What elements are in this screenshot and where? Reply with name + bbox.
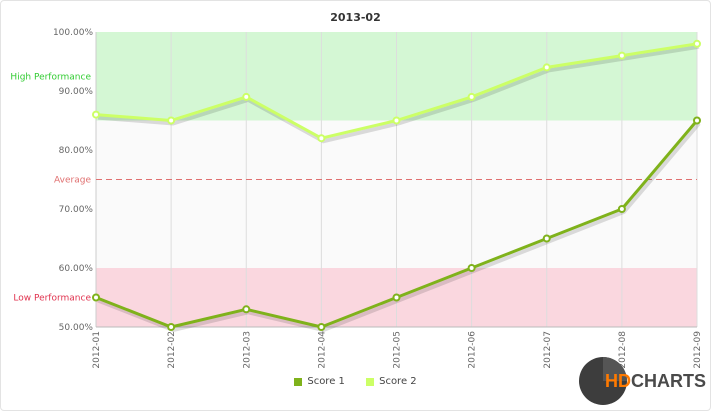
legend-item-score-2[interactable]: Score 2: [366, 376, 417, 387]
logo-charts-text: CHARTS: [631, 371, 706, 391]
band-labels: High Performance Low Performance: [10, 72, 91, 303]
data-point-series-1-0: [92, 293, 100, 302]
legend-swatch-score-2: [366, 377, 375, 386]
y-tick-label-5: 100.00%: [53, 28, 93, 38]
x-tick-label-2: 2012-03: [242, 331, 252, 369]
x-tick-label-6: 2012-07: [543, 331, 553, 369]
logo-hd-text: HD: [605, 371, 631, 391]
x-tick-label-5: 2012-06: [468, 331, 478, 369]
y-tick-label-2: 70.00%: [59, 205, 94, 215]
data-point-series-2-0: [92, 110, 100, 119]
data-point-series-2-1: [167, 116, 176, 125]
data-point-series-1-1: [167, 323, 176, 331]
y-tick-label-4: 90.00%: [59, 87, 94, 97]
x-tick-label-7: 2012-08: [618, 331, 628, 369]
data-point-series-1-7: [617, 205, 626, 213]
series-group: [92, 39, 701, 333]
hdcharts-logo: HD CHARTS: [579, 357, 706, 405]
y-tick-label-0: 50.00%: [59, 323, 94, 333]
average-label: Average: [54, 176, 91, 186]
x-tick-label-4: 2012-05: [393, 331, 403, 369]
average-line: Average: [54, 176, 697, 186]
legend-swatch-score-1: [294, 377, 303, 386]
legend: Score 1 Score 2: [0, 376, 711, 389]
data-point-series-1-8: [693, 116, 701, 125]
data-point-series-1-2: [242, 305, 251, 314]
x-tick-label-3: 2012-04: [317, 331, 327, 369]
band-label-1: Low Performance: [13, 294, 91, 304]
data-point-series-1-4: [392, 293, 401, 302]
data-point-series-2-5: [467, 92, 476, 101]
data-point-series-1-3: [317, 323, 326, 331]
x-axis-ticks: 2012-01 2012-02 2012-03 2012-04 2012-05 2012-…: [92, 331, 703, 369]
data-point-series-2-6: [542, 63, 551, 72]
data-point-series-2-7: [617, 51, 626, 60]
chart-title: 2013-02: [330, 11, 381, 24]
y-axis-ticks: 50.00% 60.00% 70.00% 80.00% 90.00% 100.00%: [53, 28, 93, 333]
legend-label-score-1: Score 1: [307, 376, 345, 387]
y-tick-label-3: 80.00%: [59, 146, 94, 156]
band-label-0: High Performance: [10, 72, 91, 82]
data-point-series-1-5: [467, 264, 476, 272]
x-tick-label-1: 2012-02: [167, 331, 177, 369]
x-tick-label-0: 2012-01: [92, 331, 102, 369]
data-point-series-2-4: [392, 116, 401, 125]
data-point-series-2-8: [693, 39, 701, 48]
data-point-series-2-3: [317, 134, 326, 143]
legend-label-score-2: Score 2: [379, 376, 417, 387]
x-tick-label-8: 2012-09: [693, 331, 703, 369]
data-point-series-2-2: [242, 92, 251, 101]
legend-item-score-1[interactable]: Score 1: [294, 376, 345, 387]
data-point-series-1-6: [542, 234, 551, 243]
y-tick-label-1: 60.00%: [59, 264, 94, 274]
